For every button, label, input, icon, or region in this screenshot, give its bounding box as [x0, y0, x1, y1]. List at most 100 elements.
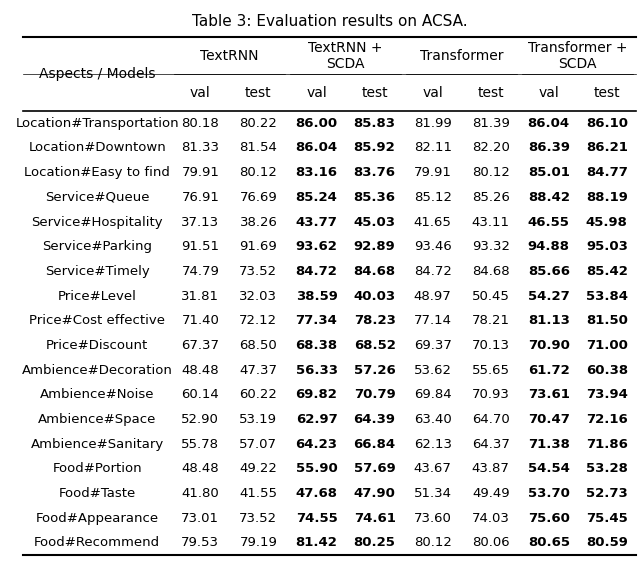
- Text: 38.59: 38.59: [296, 289, 337, 302]
- Text: Ambience#Decoration: Ambience#Decoration: [22, 364, 173, 377]
- Text: 60.38: 60.38: [586, 364, 628, 377]
- Text: 62.13: 62.13: [413, 437, 452, 451]
- Text: 83.16: 83.16: [296, 166, 337, 179]
- Text: 81.39: 81.39: [472, 117, 509, 130]
- Text: 84.72: 84.72: [413, 265, 452, 278]
- Text: 60.22: 60.22: [239, 388, 277, 401]
- Text: 47.90: 47.90: [354, 487, 396, 500]
- Text: 64.70: 64.70: [472, 413, 509, 426]
- Text: 85.66: 85.66: [528, 265, 570, 278]
- Text: 80.06: 80.06: [472, 536, 509, 549]
- Text: Ambience#Space: Ambience#Space: [38, 413, 157, 426]
- Text: 84.77: 84.77: [586, 166, 628, 179]
- Text: 84.68: 84.68: [353, 265, 396, 278]
- Text: 70.13: 70.13: [472, 339, 509, 352]
- Text: 80.12: 80.12: [413, 536, 452, 549]
- Text: 52.90: 52.90: [181, 413, 220, 426]
- Text: 67.37: 67.37: [181, 339, 220, 352]
- Text: 60.14: 60.14: [182, 388, 220, 401]
- Text: 81.99: 81.99: [414, 117, 451, 130]
- Text: 73.52: 73.52: [239, 511, 278, 524]
- Text: val: val: [422, 85, 443, 99]
- Text: 56.33: 56.33: [296, 364, 337, 377]
- Text: 88.19: 88.19: [586, 191, 628, 204]
- Text: Location#Transportation: Location#Transportation: [15, 117, 179, 130]
- Text: 91.69: 91.69: [239, 240, 277, 253]
- Text: 95.03: 95.03: [586, 240, 628, 253]
- Text: 53.28: 53.28: [586, 462, 628, 475]
- Text: 93.32: 93.32: [472, 240, 509, 253]
- Text: 85.26: 85.26: [472, 191, 509, 204]
- Text: 53.84: 53.84: [586, 289, 628, 302]
- Text: TextRNN: TextRNN: [200, 49, 259, 62]
- Text: 55.90: 55.90: [296, 462, 337, 475]
- Text: 46.55: 46.55: [528, 215, 570, 229]
- Text: 70.79: 70.79: [354, 388, 396, 401]
- Text: 84.72: 84.72: [296, 265, 337, 278]
- Text: 43.87: 43.87: [472, 462, 509, 475]
- Text: 86.10: 86.10: [586, 117, 628, 130]
- Text: Food#Recommend: Food#Recommend: [34, 536, 161, 549]
- Text: 54.54: 54.54: [528, 462, 570, 475]
- Text: 51.34: 51.34: [413, 487, 452, 500]
- Text: 49.49: 49.49: [472, 487, 509, 500]
- Text: 43.67: 43.67: [413, 462, 452, 475]
- Text: 68.50: 68.50: [239, 339, 277, 352]
- Text: 80.25: 80.25: [354, 536, 396, 549]
- Text: 74.03: 74.03: [472, 511, 509, 524]
- Text: 83.76: 83.76: [353, 166, 396, 179]
- Text: Food#Appearance: Food#Appearance: [36, 511, 159, 524]
- Text: 45.98: 45.98: [586, 215, 628, 229]
- Text: 71.00: 71.00: [586, 339, 628, 352]
- Text: 37.13: 37.13: [181, 215, 220, 229]
- Text: 85.24: 85.24: [296, 191, 337, 204]
- Text: 64.23: 64.23: [296, 437, 337, 451]
- Text: 32.03: 32.03: [239, 289, 277, 302]
- Text: 75.45: 75.45: [586, 511, 628, 524]
- Text: 49.22: 49.22: [239, 462, 277, 475]
- Text: Service#Queue: Service#Queue: [45, 191, 150, 204]
- Text: 43.77: 43.77: [296, 215, 337, 229]
- Text: 66.84: 66.84: [353, 437, 396, 451]
- Text: 76.69: 76.69: [239, 191, 277, 204]
- Text: 47.68: 47.68: [296, 487, 337, 500]
- Text: Price#Discount: Price#Discount: [46, 339, 148, 352]
- Text: 93.62: 93.62: [296, 240, 337, 253]
- Text: 52.73: 52.73: [586, 487, 628, 500]
- Text: 85.92: 85.92: [354, 142, 396, 155]
- Text: 75.60: 75.60: [528, 511, 570, 524]
- Text: 85.83: 85.83: [353, 117, 396, 130]
- Text: Location#Downtown: Location#Downtown: [28, 142, 166, 155]
- Text: test: test: [477, 85, 504, 99]
- Text: 70.93: 70.93: [472, 388, 509, 401]
- Text: 70.47: 70.47: [528, 413, 570, 426]
- Text: 57.07: 57.07: [239, 437, 277, 451]
- Text: 72.12: 72.12: [239, 314, 278, 327]
- Text: 80.12: 80.12: [239, 166, 277, 179]
- Text: 85.12: 85.12: [413, 191, 452, 204]
- Text: 48.48: 48.48: [182, 462, 219, 475]
- Text: 91.51: 91.51: [181, 240, 220, 253]
- Text: val: val: [190, 85, 211, 99]
- Text: 71.40: 71.40: [181, 314, 220, 327]
- Text: 94.88: 94.88: [528, 240, 570, 253]
- Text: 64.37: 64.37: [472, 437, 509, 451]
- Text: Food#Portion: Food#Portion: [52, 462, 142, 475]
- Text: 54.27: 54.27: [528, 289, 570, 302]
- Text: 47.37: 47.37: [239, 364, 277, 377]
- Text: 81.33: 81.33: [181, 142, 220, 155]
- Text: 80.22: 80.22: [239, 117, 277, 130]
- Text: Aspects / Models: Aspects / Models: [39, 67, 156, 81]
- Text: 80.65: 80.65: [528, 536, 570, 549]
- Text: 73.52: 73.52: [239, 265, 278, 278]
- Text: Food#Taste: Food#Taste: [59, 487, 136, 500]
- Text: 84.68: 84.68: [472, 265, 509, 278]
- Text: 63.40: 63.40: [414, 413, 451, 426]
- Text: 71.86: 71.86: [586, 437, 628, 451]
- Text: Service#Hospitality: Service#Hospitality: [31, 215, 163, 229]
- Text: 43.11: 43.11: [472, 215, 509, 229]
- Text: Service#Timely: Service#Timely: [45, 265, 150, 278]
- Text: test: test: [361, 85, 388, 99]
- Text: 71.38: 71.38: [528, 437, 570, 451]
- Text: 86.39: 86.39: [528, 142, 570, 155]
